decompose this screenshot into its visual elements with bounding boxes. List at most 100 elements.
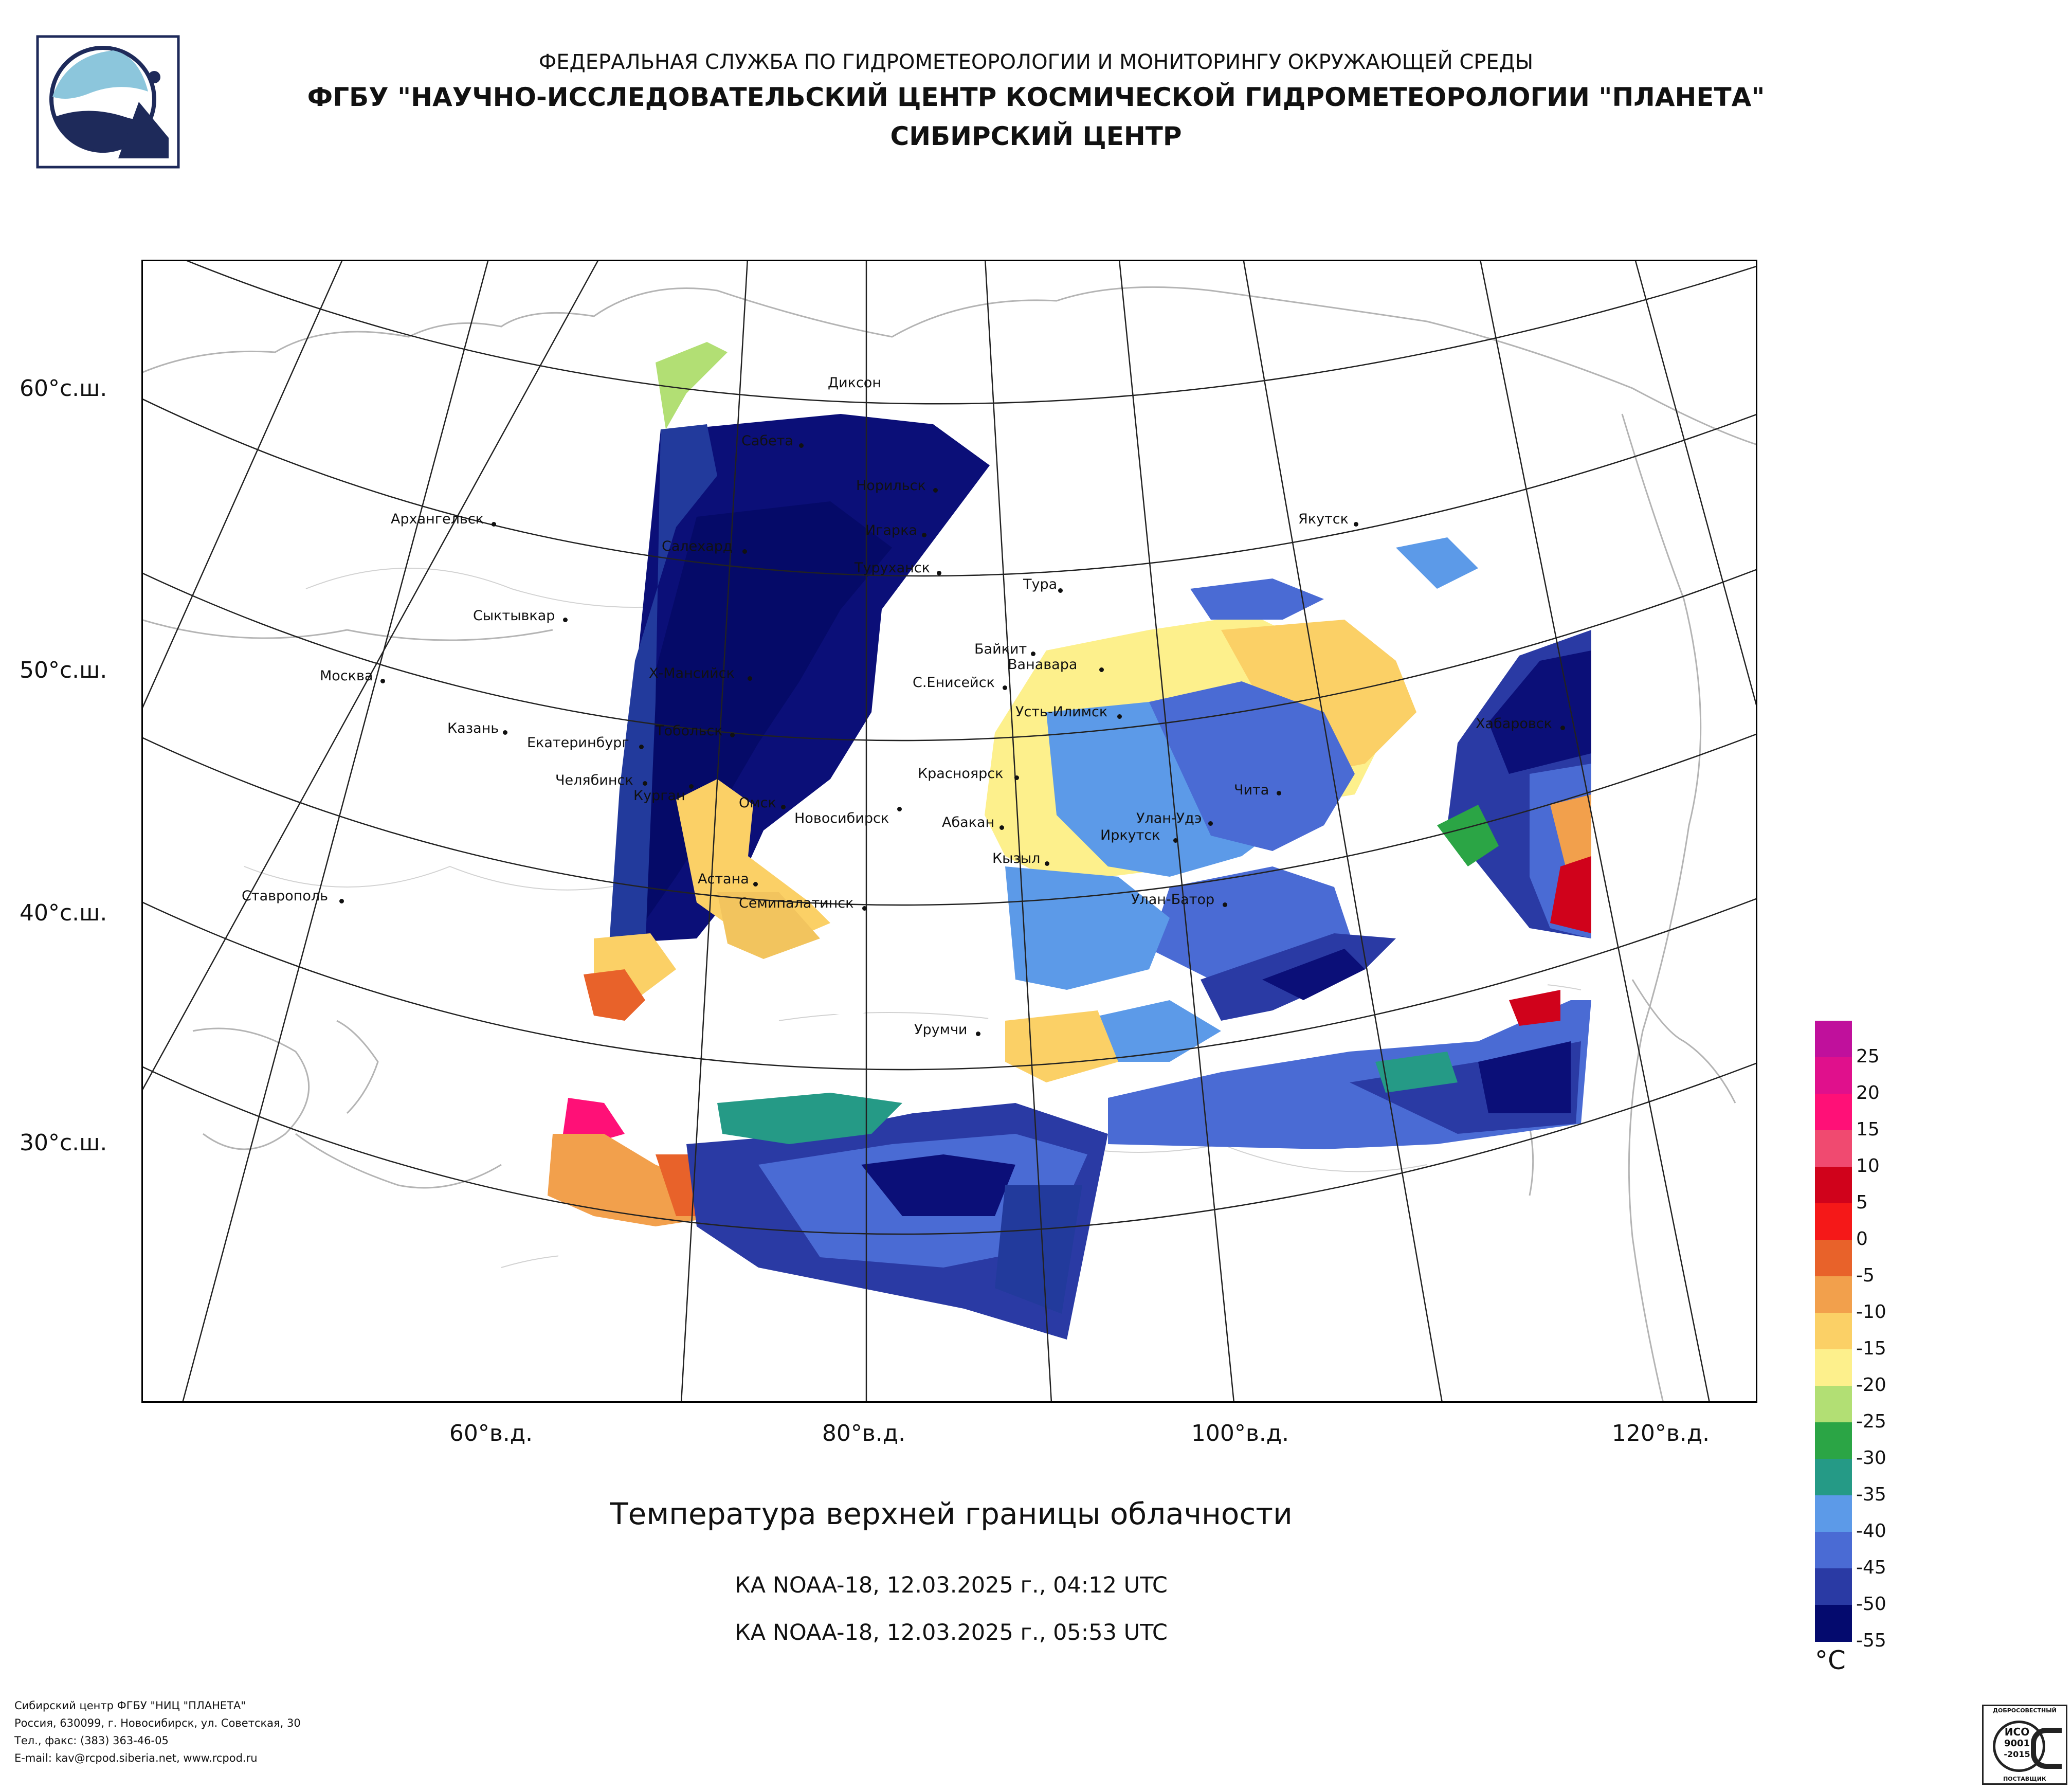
legend-label: -55 (1856, 1630, 1886, 1651)
legend-swatch (1815, 1276, 1852, 1313)
lon-label-60: 60°в.д. (449, 1420, 533, 1446)
map-title: Температура верхней границы облачности (610, 1496, 1293, 1531)
city-krasnoyarsk: Красноярск (918, 766, 1019, 782)
footer-email: E-mail: kav@rcpod.siberia.net, www.rcpod… (14, 1752, 258, 1764)
satellite-swath-west (542, 342, 1108, 1340)
legend-label: 25 (1856, 1046, 1880, 1067)
legend-swatch (1815, 1240, 1852, 1277)
city-stavropol: Ставрополь (242, 889, 344, 904)
footer-contacts: Сибирский центр ФГБУ "НИЦ "ПЛАНЕТА" Росс… (14, 1697, 301, 1767)
legend-label: -45 (1856, 1557, 1886, 1578)
legend-label: -20 (1856, 1374, 1886, 1396)
iso-line1: ИСО (2004, 1726, 2030, 1738)
footer-org: Сибирский центр ФГБУ "НИЦ "ПЛАНЕТА" (14, 1699, 246, 1712)
lon-label-80: 80°в.д. (822, 1420, 906, 1446)
legend-swatch (1815, 1532, 1852, 1569)
city-semipalatinsk: Семипалатинск (739, 896, 867, 911)
city-syktyvkar: Сыктывкар (473, 608, 568, 624)
city-ulan-bator: Улан-Батор (1131, 892, 1227, 908)
footer-phone: Тел., факс: (383) 363-46-05 (14, 1734, 169, 1747)
legend-swatch (1815, 1021, 1852, 1058)
legend-label: 0 (1856, 1228, 1868, 1250)
city-astana: Астана (698, 872, 758, 887)
city-yakutsk: Якутск (1298, 512, 1358, 527)
header-center: СИБИРСКИЙ ЦЕНТР (890, 121, 1182, 151)
legend-swatch (1815, 1130, 1852, 1167)
city-s-eniseysk: С.Енисейск (913, 675, 1007, 691)
legend-swatch (1815, 1605, 1852, 1642)
temperature-legend (1815, 1021, 1852, 1642)
legend-label: -35 (1856, 1484, 1886, 1505)
footer-address: Россия, 630099, г. Новосибирск, ул. Сове… (14, 1717, 301, 1729)
city-tura: Тура (1023, 577, 1063, 593)
legend-swatch (1815, 1057, 1852, 1094)
city-ulan-ude: Улан-Удэ (1136, 811, 1213, 826)
city-norilsk: Норильск (856, 478, 938, 494)
city-yekaterinburg: Екатеринбург (527, 735, 644, 751)
legend-label: -50 (1856, 1594, 1886, 1615)
city-moscow: Москва (320, 668, 385, 684)
legend-label: -40 (1856, 1521, 1886, 1542)
city-novosibirsk: Новосибирск (794, 807, 902, 826)
legend-swatch (1815, 1459, 1852, 1496)
city-kyzyl: Кызыл (992, 851, 1049, 866)
legend-swatch (1815, 1313, 1852, 1350)
city-khanty-mansiysk: Х-Мансийск (649, 666, 752, 681)
iso-top-text: ДОБРОСОВЕСТНЫЙ (1993, 1707, 2057, 1714)
header-agency: ФЕДЕРАЛЬНАЯ СЛУЖБА ПО ГИДРОМЕТЕОРОЛОГИИ … (538, 50, 1534, 74)
legend-swatch (1815, 1349, 1852, 1386)
lat-label-50: 50°с.ш. (20, 657, 107, 683)
city-arkhangelsk: Архангельск (391, 512, 496, 527)
legend-swatch (1815, 1094, 1852, 1131)
legend-label: 15 (1856, 1119, 1880, 1140)
legend-swatch (1815, 1167, 1852, 1204)
city-omsk: Омск (739, 795, 786, 811)
iso-certificate-badge: ДОБРОСОВЕСТНЫЙ ИСО 9001 -2015 ПОСТАВЩИК (1982, 1705, 2067, 1785)
iso-bottom-text: ПОСТАВЩИК (2003, 1776, 2046, 1782)
city-igarka: Игарка (865, 523, 926, 538)
graticule (141, 260, 1757, 1403)
city-turukhansk: Туруханск (855, 560, 941, 576)
city-chita: Чита (1234, 783, 1281, 798)
city-irkutsk: Иркутск (1100, 828, 1178, 843)
satellite-pass-1: КА NOAA-18, 12.03.2025 г., 04:12 UTC (735, 1572, 1168, 1598)
legend-label: -30 (1856, 1448, 1886, 1469)
satellite-pass-2: КА NOAA-18, 12.03.2025 г., 05:53 UTC (735, 1620, 1168, 1645)
lat-label-30: 30°с.ш. (20, 1130, 107, 1156)
legend-unit: °C (1815, 1645, 1846, 1675)
legend-swatch (1815, 1386, 1852, 1423)
city-ust-ilimsk: Усть-Илимск (1015, 704, 1122, 720)
city-chelyabinsk: Челябинск (555, 773, 647, 788)
city-kazan: Казань (447, 721, 507, 736)
legend-swatch (1815, 1568, 1852, 1605)
legend-label: 10 (1856, 1155, 1880, 1177)
satellite-swath-east (871, 347, 1591, 1149)
city-urumqi: Урумчи (914, 1022, 980, 1038)
city-salekhard: Салехард (662, 539, 747, 554)
lat-label-60: 60°с.ш. (20, 375, 107, 402)
legend-label: 5 (1856, 1192, 1868, 1213)
lon-label-100: 100°в.д. (1191, 1420, 1289, 1446)
iso-line2: 9001 (2004, 1738, 2030, 1749)
legend-label: -5 (1856, 1265, 1875, 1286)
legend-swatch (1815, 1495, 1852, 1532)
satellite-map (141, 260, 1757, 1403)
city-tobolsk: Тобольск (656, 723, 735, 739)
legend-label: -10 (1856, 1301, 1886, 1323)
legend-swatch (1815, 1422, 1852, 1459)
iso-line3: -2015 (2004, 1749, 2030, 1759)
legend-label: -15 (1856, 1338, 1886, 1359)
city-sabeta: Сабета (741, 433, 804, 449)
legend-swatch (1815, 1203, 1852, 1240)
city-khabarovsk: Хабаровск (1476, 716, 1565, 732)
lat-label-40: 40°с.ш. (20, 900, 107, 926)
city-dikson: Диксон (828, 375, 881, 391)
planeta-logo (36, 35, 180, 169)
lon-label-120: 120°в.д. (1611, 1420, 1710, 1446)
city-kurgan: Курган (633, 784, 694, 804)
legend-label: 20 (1856, 1082, 1880, 1103)
header-institute: ФГБУ "НАУЧНО-ИССЛЕДОВАТЕЛЬСКИЙ ЦЕНТР КОС… (307, 82, 1765, 112)
city-baykit: Байкит (974, 642, 1035, 657)
city-vanavara: Ванавара (1008, 657, 1104, 673)
city-abakan: Абакан (942, 815, 1004, 830)
